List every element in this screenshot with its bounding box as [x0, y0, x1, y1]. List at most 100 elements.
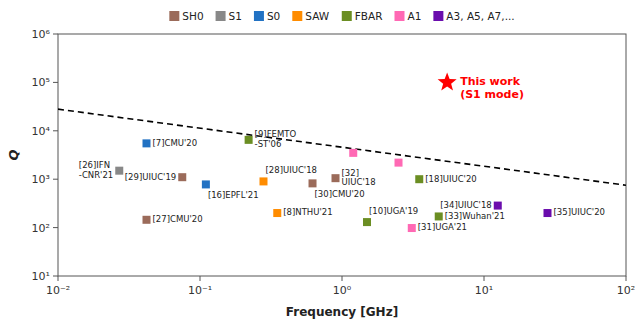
- data-point: [415, 175, 423, 183]
- point-label-group: [10]UGA'19: [369, 206, 418, 216]
- x-tick: [484, 276, 485, 281]
- legend-swatch: [216, 11, 226, 21]
- legend-label: S1: [229, 10, 242, 22]
- y-tick: [53, 276, 58, 277]
- text-line: [32]: [342, 168, 359, 178]
- y-tick-label: 10²: [32, 222, 50, 235]
- y-tick-label: 10³: [32, 173, 50, 186]
- point-label-group: [26]IFN-CNR'21: [79, 160, 113, 180]
- text-line: [33]Wuhan'21: [445, 211, 505, 221]
- x-tick-label: 10²: [617, 284, 635, 297]
- y-tick-label: 10⁶: [32, 28, 51, 41]
- y-tick: [53, 179, 58, 180]
- data-point: [435, 212, 443, 220]
- point-label: [16]EPFL'21: [208, 190, 259, 200]
- text-line: [9]FEMTO: [255, 129, 297, 139]
- legend-label: A3, A5, A7,...: [446, 10, 514, 22]
- highlight-point: [438, 72, 457, 90]
- point-label: [29]UIUC'19: [125, 172, 177, 182]
- point-label-group: [27]CMU'20: [153, 214, 203, 224]
- data-point: [245, 136, 253, 144]
- point-label-group: [34]UIUC'18: [440, 200, 492, 210]
- text-line: [26]IFN: [79, 160, 110, 170]
- data-point: [115, 167, 123, 175]
- text-line: [7]CMU'20: [153, 138, 198, 148]
- data-point: [259, 177, 267, 185]
- text-line: [29]UIUC'19: [125, 172, 177, 182]
- text-line: [35]UIUC'20: [554, 207, 606, 217]
- point-label-group: [32]UIUC'18: [342, 168, 376, 188]
- point-label-group: [9]FEMTO-ST'06: [255, 129, 297, 149]
- data-point: [202, 180, 210, 188]
- point-label: [10]UGA'19: [369, 206, 418, 216]
- legend-swatch: [342, 11, 352, 21]
- y-tick: [53, 34, 58, 35]
- text-line: -ST'06: [255, 139, 282, 149]
- data-point: [332, 174, 340, 182]
- point-label-group: [8]NTHU'21: [283, 207, 332, 217]
- plot-frame: [58, 34, 626, 276]
- legend-swatch: [169, 11, 179, 21]
- data-point: [143, 139, 151, 147]
- legend-swatch: [395, 11, 405, 21]
- y-axis-label: Q: [6, 149, 21, 160]
- x-tick-label: 10⁻²: [46, 284, 70, 297]
- highlight-label: This work(S1 mode): [460, 75, 524, 101]
- point-label-group: [18]UIUC'20: [425, 174, 477, 184]
- point-label-group: [33]Wuhan'21: [445, 211, 505, 221]
- x-tick-label: 10¹: [475, 284, 493, 297]
- data-point: [494, 202, 502, 210]
- legend-label: SH0: [182, 10, 203, 22]
- point-label-group: [30]CMU'20: [315, 189, 365, 199]
- point-label: [8]NTHU'21: [283, 207, 332, 217]
- y-tick: [53, 227, 58, 228]
- point-label: [7]CMU'20: [153, 138, 198, 148]
- data-point: [143, 216, 151, 224]
- y-tick: [53, 130, 58, 131]
- point-label-group: [31]UGA'21: [418, 222, 467, 232]
- x-tick: [58, 276, 59, 281]
- text-line: [28]UIUC'18: [266, 165, 318, 175]
- text-line: -CNR'21: [79, 170, 113, 180]
- data-point: [273, 209, 281, 217]
- point-label: [26]IFN-CNR'21: [79, 160, 113, 180]
- point-label: [35]UIUC'20: [554, 207, 606, 217]
- text-line: UIUC'18: [342, 177, 376, 187]
- text-line: [31]UGA'21: [418, 222, 467, 232]
- point-label: [28]UIUC'18: [266, 165, 318, 175]
- y-tick-label: 10¹: [32, 270, 50, 283]
- data-point: [395, 159, 403, 167]
- legend: SH0S1S0SAWFBARA1A3, A5, A7,...: [169, 10, 514, 22]
- text-line: [34]UIUC'18: [440, 200, 492, 210]
- point-label: [18]UIUC'20: [425, 174, 477, 184]
- point-label-group: [7]CMU'20: [153, 138, 198, 148]
- point-label: [27]CMU'20: [153, 214, 203, 224]
- legend-label: FBAR: [355, 10, 383, 22]
- point-label-group: [35]UIUC'20: [554, 207, 606, 217]
- text-line: [8]NTHU'21: [283, 207, 332, 217]
- x-tick: [626, 276, 627, 281]
- legend-label: A1: [408, 10, 422, 22]
- x-tick: [200, 276, 201, 281]
- data-point: [178, 173, 186, 181]
- y-tick: [53, 82, 58, 83]
- point-label: [31]UGA'21: [418, 222, 467, 232]
- x-tick: [342, 276, 343, 281]
- y-tick-label: 10⁴: [32, 125, 51, 138]
- text-line: This work: [460, 75, 521, 88]
- chart: 10⁻²10⁻¹10⁰10¹10²10¹10²10³10⁴10⁵10⁶Frequ…: [0, 0, 640, 326]
- data-point: [363, 218, 371, 226]
- point-label: [33]Wuhan'21: [445, 211, 505, 221]
- x-axis-label: Frequency [GHz]: [286, 305, 398, 319]
- data-point: [408, 224, 416, 232]
- plot-marks: [58, 72, 626, 232]
- text-line: [30]CMU'20: [315, 189, 365, 199]
- point-label-group: [16]EPFL'21: [208, 190, 259, 200]
- point-label: [30]CMU'20: [315, 189, 365, 199]
- point-label: [32]UIUC'18: [342, 168, 376, 188]
- text-line: [16]EPFL'21: [208, 190, 259, 200]
- data-point: [543, 209, 551, 217]
- legend-swatch: [292, 11, 302, 21]
- legend-label: SAW: [305, 10, 329, 22]
- point-label-group: [29]UIUC'19: [125, 172, 177, 182]
